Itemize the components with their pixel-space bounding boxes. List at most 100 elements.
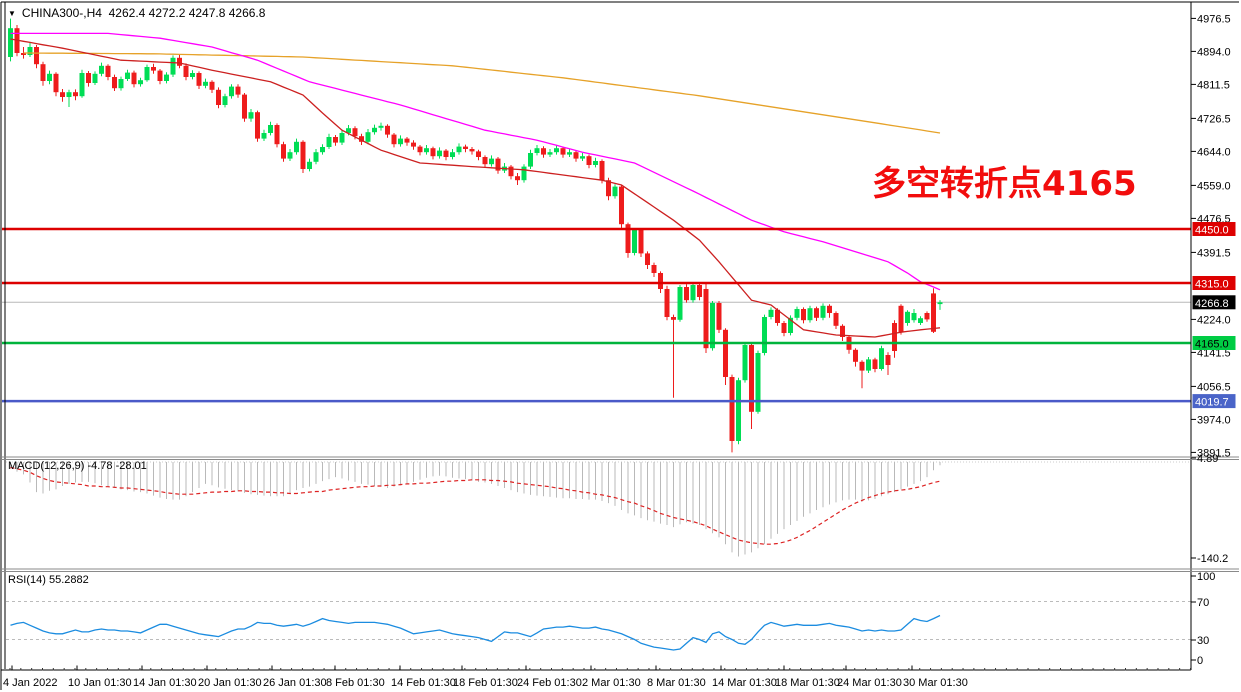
candle-body: [768, 309, 774, 317]
price-axis-label: 4056.5: [1197, 381, 1231, 393]
annotation-text: 多空转折点4165: [872, 164, 1137, 204]
time-axis-label: 30 Mar 01:30: [903, 677, 968, 689]
candle-body: [690, 285, 696, 301]
candle-body: [313, 152, 319, 162]
candle-body: [645, 253, 650, 265]
price-axis-label: 3974.0: [1197, 414, 1231, 426]
time-axis-label: 18 Mar 01:30: [775, 677, 840, 689]
time-axis-label: 4 Jan 2022: [3, 677, 57, 689]
candle-body: [521, 166, 527, 181]
candle-body: [79, 73, 85, 97]
rsi-line: [10, 614, 941, 651]
candle-body: [339, 133, 345, 143]
candle-body: [632, 229, 637, 253]
candle-body: [911, 313, 917, 321]
time-axis-label: 24 Mar 01:30: [837, 677, 902, 689]
price-axis-label: 4141.5: [1197, 347, 1231, 359]
candle-body: [86, 73, 91, 83]
candle-body: [723, 329, 728, 377]
candle-body: [125, 72, 130, 79]
candle-body: [534, 148, 540, 153]
candle-body: [794, 309, 800, 318]
candle-body: [138, 80, 143, 85]
candle-body: [346, 128, 351, 133]
candle-body: [651, 265, 657, 273]
price-axis-label: 4224.0: [1197, 314, 1231, 326]
candle-body: [541, 148, 546, 155]
candle-body: [274, 125, 280, 145]
candle-body: [320, 147, 325, 153]
candle-body: [463, 146, 468, 149]
price-axis-label: 4976.5: [1197, 13, 1231, 25]
candle-body: [177, 57, 182, 66]
candle-body: [47, 73, 52, 81]
candle-body: [489, 158, 494, 165]
candle-body: [476, 151, 481, 157]
candle-body: [573, 152, 579, 159]
candle-body: [450, 152, 455, 157]
candle-body: [326, 137, 332, 147]
macd-indicator-label: MACD(12,26,9) -4.78 -28.01: [8, 460, 147, 472]
candle-body: [333, 137, 338, 143]
candle-body: [443, 150, 449, 157]
candle-body: [255, 112, 260, 139]
price-badge-label: 4266.8: [1195, 298, 1229, 310]
candle-body: [599, 161, 605, 181]
candle-body: [222, 96, 228, 105]
rsi-axis-label: 70: [1197, 597, 1209, 609]
symbol-dropdown-icon[interactable]: ▼: [8, 9, 16, 18]
candle-body: [40, 64, 46, 81]
candle-body: [73, 92, 78, 97]
time-axis-label: 18 Feb 01:30: [453, 677, 518, 689]
candle-body: [931, 293, 936, 332]
candle-body: [352, 128, 358, 137]
candle-body: [469, 149, 475, 152]
candle-body: [424, 148, 429, 153]
time-axis-label: 8 Mar 01:30: [647, 677, 706, 689]
rsi-axis-label: 0: [1197, 655, 1203, 667]
candle-body: [547, 152, 553, 155]
candle-body: [372, 127, 377, 133]
candle-body: [34, 47, 39, 65]
candle-body: [853, 349, 858, 362]
candle-body: [164, 74, 169, 81]
candle-body: [203, 81, 208, 86]
ohlc-values: 4262.4 4272.2 4247.8 4266.8: [108, 6, 266, 20]
time-axis-label: 10 Jan 01:30: [68, 677, 132, 689]
candle-body: [261, 133, 267, 139]
candle-body: [190, 73, 195, 77]
rsi-axis-label: 30: [1197, 635, 1209, 647]
price-badge: [1192, 295, 1236, 310]
candle-body: [21, 53, 26, 55]
candle-body: [287, 152, 293, 159]
candle-body: [612, 186, 618, 197]
candle-body: [411, 142, 416, 147]
price-axis-label: 4894.0: [1197, 46, 1231, 58]
candle-body: [775, 309, 780, 323]
candle-body: [586, 156, 592, 165]
candle-body: [170, 57, 176, 75]
candle-body: [918, 318, 923, 323]
candle-body: [248, 112, 254, 119]
candle-body: [801, 309, 806, 321]
candle-body: [567, 152, 572, 155]
time-axis-label: 24 Feb 01:30: [517, 677, 582, 689]
candle-body: [196, 73, 202, 86]
candle-body: [762, 317, 767, 353]
candle-body: [781, 323, 787, 333]
candle-body: [378, 125, 384, 128]
price-badge-label: 4165.0: [1195, 339, 1229, 351]
candle-body: [755, 353, 761, 412]
candle-body: [658, 273, 663, 289]
candle-body: [105, 65, 111, 77]
candle-body: [937, 302, 943, 305]
chart-title-bar: ▼ CHINA300-,H4 4262.4 4272.2 4247.8 4266.…: [8, 6, 265, 20]
candle-body: [66, 92, 72, 97]
candle-body: [671, 317, 676, 320]
candle-body: [859, 361, 865, 371]
candle-body: [508, 166, 514, 177]
candle-body: [827, 305, 832, 313]
candle-body: [118, 79, 124, 89]
candle-body: [905, 311, 910, 323]
